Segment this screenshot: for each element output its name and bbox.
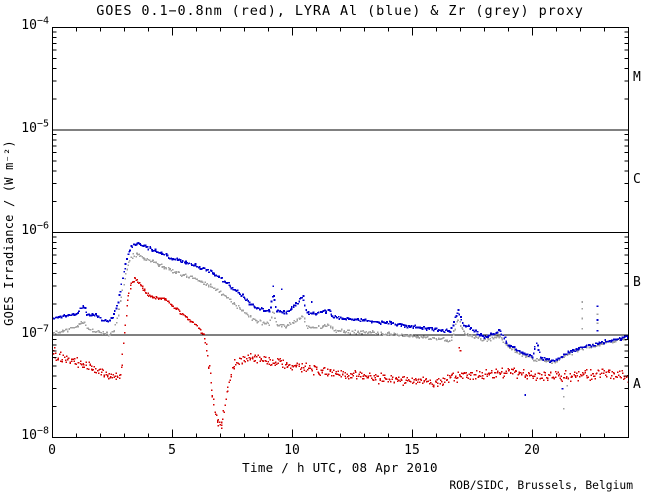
chart-title: GOES 0.1−0.8nm (red), LYRA Al (blue) & Z… xyxy=(96,3,584,19)
y-tick-exponent: −6 xyxy=(36,220,49,232)
series-lyra-zr-proxy xyxy=(52,252,629,365)
series-lyra-al-proxy xyxy=(52,242,629,364)
y-tick-label-1e-8: 10−8 xyxy=(3,426,49,446)
flare-class-label-m: M xyxy=(633,70,641,85)
y-tick-base: 10 xyxy=(21,223,37,238)
data-series-points xyxy=(51,242,630,430)
flare-class-label-c: C xyxy=(633,172,641,187)
x-tick-label-15: 15 xyxy=(404,443,420,458)
y-tick-base: 10 xyxy=(21,326,37,341)
y-tick-exponent: −5 xyxy=(36,118,49,130)
credit-text: ROB/SIDC, Brussels, Belgium xyxy=(449,479,633,492)
x-tick-label-20: 20 xyxy=(524,443,540,458)
outliers-lyra-zr-proxy xyxy=(562,301,599,410)
outliers-goes-0-1-0-8nm xyxy=(54,347,462,427)
x-tick-label-0: 0 xyxy=(48,443,56,458)
y-tick-base: 10 xyxy=(21,428,37,443)
axis-ticks xyxy=(52,27,629,438)
series-goes-0-1-0-8nm xyxy=(51,277,630,430)
y-tick-base: 10 xyxy=(21,121,37,136)
flare-class-gridlines xyxy=(52,129,629,336)
y-tick-label-1e-7: 10−7 xyxy=(3,324,49,344)
y-tick-exponent: −7 xyxy=(36,323,49,335)
x-axis-label: Time / h UTC, 08 Apr 2010 xyxy=(242,460,438,475)
y-tick-label-1e-4: 10−4 xyxy=(3,16,49,36)
data-outlier-points xyxy=(54,285,599,427)
y-tick-exponent: −8 xyxy=(36,425,49,437)
flare-class-label-b: B xyxy=(633,275,641,290)
outliers-lyra-al-proxy xyxy=(272,285,599,396)
x-tick-label-10: 10 xyxy=(284,443,300,458)
y-tick-base: 10 xyxy=(21,18,37,33)
x-tick-label-5: 5 xyxy=(168,443,176,458)
flare-class-label-a: A xyxy=(633,377,641,392)
y-tick-label-1e-6: 10−6 xyxy=(3,221,49,241)
y-tick-label-1e-5: 10−5 xyxy=(3,119,49,139)
y-tick-exponent: −4 xyxy=(36,15,49,27)
